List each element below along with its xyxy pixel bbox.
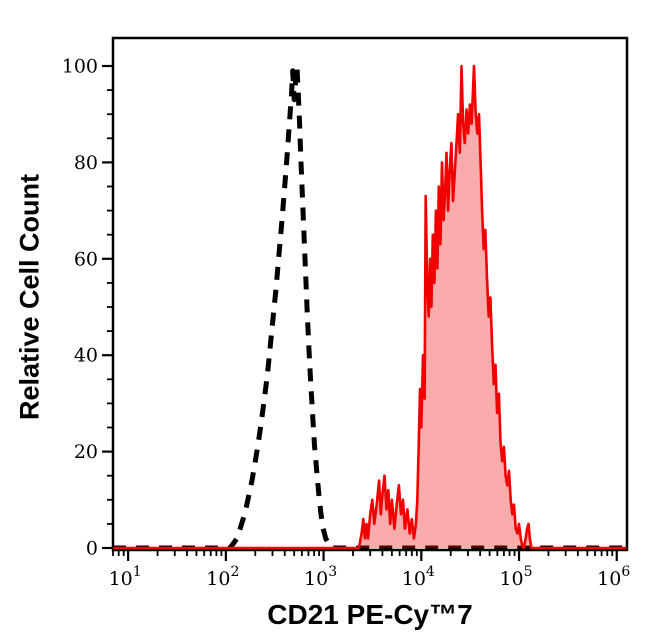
series-cd21-pe-cy7-stained — [113, 64, 627, 550]
y-axis-title: Relative Cell Count — [14, 173, 45, 421]
y-tick-label: 80 — [74, 152, 98, 174]
x-tick-label: 106 — [597, 564, 630, 590]
y-tick-label: 0 — [86, 538, 98, 560]
x-tick-label: 104 — [402, 564, 435, 590]
x-tick-label: 102 — [206, 564, 239, 590]
x-tick-label: 105 — [499, 564, 532, 590]
y-tick-label: 40 — [74, 345, 98, 367]
series-isotype-control — [113, 63, 627, 551]
y-tick-label: 20 — [74, 441, 98, 463]
x-axis-title: CD21 PE-Cy™7 — [267, 599, 473, 630]
y-tick-label: 100 — [62, 56, 98, 78]
x-tick-label: 101 — [109, 564, 142, 590]
x-tick-label: 103 — [304, 564, 337, 590]
y-tick-label: 60 — [74, 248, 98, 270]
plot-border — [111, 36, 629, 552]
